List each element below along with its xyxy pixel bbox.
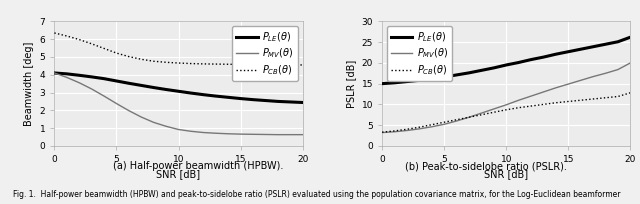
Y-axis label: Beamwidth [deg]: Beamwidth [deg] xyxy=(24,41,34,126)
Text: (a) Half-power beamwidth (HPBW).: (a) Half-power beamwidth (HPBW). xyxy=(113,161,284,171)
Text: Fig. 1.  Half-power beamwidth (HPBW) and peak-to-sidelobe ratio (PSLR) evaluated: Fig. 1. Half-power beamwidth (HPBW) and … xyxy=(13,190,620,199)
Y-axis label: PSLR [dB]: PSLR [dB] xyxy=(346,60,356,108)
X-axis label: SNR [dB]: SNR [dB] xyxy=(156,170,200,180)
Text: (b) Peak-to-sidelobe ratio (PSLR).: (b) Peak-to-sidelobe ratio (PSLR). xyxy=(406,161,567,171)
X-axis label: SNR [dB]: SNR [dB] xyxy=(484,170,529,180)
Legend: $P_{LE}(\theta)$, $P_{MV}(\theta)$, $P_{CB}(\theta)$: $P_{LE}(\theta)$, $P_{MV}(\theta)$, $P_{… xyxy=(387,26,452,81)
Legend: $P_{LE}(\theta)$, $P_{MV}(\theta)$, $P_{CB}(\theta)$: $P_{LE}(\theta)$, $P_{MV}(\theta)$, $P_{… xyxy=(232,26,298,81)
